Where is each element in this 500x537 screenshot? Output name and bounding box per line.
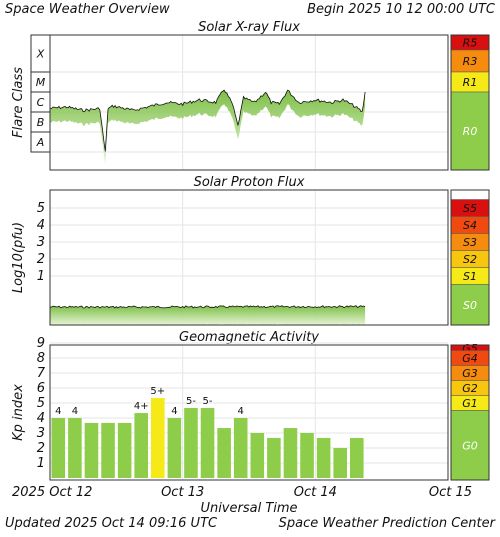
kp-bar xyxy=(68,418,82,478)
proton-scale-label: S3 xyxy=(463,236,477,249)
xray-ytick-label: X xyxy=(36,48,45,61)
kp-bar xyxy=(101,422,115,478)
time-axis-tick-label: 2025 Oct 12 xyxy=(12,485,92,500)
proton-plot-area xyxy=(50,190,448,325)
app-title: Space Weather Overview xyxy=(5,2,170,17)
kp-scale-label: G0 xyxy=(462,439,478,452)
proton-ytick-label: 2 xyxy=(37,252,45,267)
xray-plot-border xyxy=(49,34,449,171)
kp-ytick-label: 3 xyxy=(37,426,45,441)
kp-ytick-label: 7 xyxy=(37,366,46,381)
proton-ytick-label: 3 xyxy=(37,235,45,250)
kp-bar xyxy=(283,428,298,478)
kp-bar-label: 4+ xyxy=(134,401,149,412)
kp-bar xyxy=(267,437,281,478)
proton-scale-label: S0 xyxy=(463,299,477,312)
proton-scale-border xyxy=(450,189,490,326)
kp-scale-label: G2 xyxy=(462,382,478,395)
kp-bar xyxy=(350,437,364,478)
kp-bar xyxy=(200,407,215,478)
xray-scale-label: R1 xyxy=(463,76,478,89)
kp-bar xyxy=(250,433,265,478)
proton-scale-seg-s0 xyxy=(450,284,490,326)
time-axis-tick-label: Oct 15 xyxy=(429,485,472,500)
proton-series-fill xyxy=(50,305,366,326)
proton-scale-label: S4 xyxy=(463,219,477,232)
begin-timestamp: Begin 2025 10 12 00:00 UTC xyxy=(307,2,496,17)
footer-center: Space Weather Prediction Center xyxy=(279,516,497,531)
proton-scale-label: S5 xyxy=(463,202,477,215)
kp-plot-border xyxy=(49,344,449,481)
proton-scale-label: S1 xyxy=(463,270,477,283)
kp-bar xyxy=(84,422,99,478)
kp-plot-area xyxy=(50,345,448,480)
kp-scale-label: G4 xyxy=(462,352,478,365)
xray-ytick-label: A xyxy=(36,136,45,149)
kp-bar xyxy=(300,433,314,478)
time-axis-tick-label: Oct 13 xyxy=(161,485,204,500)
kp-bar-label: 4 xyxy=(72,406,78,417)
proton-series-line xyxy=(49,305,366,309)
time-axis-label: Universal Time xyxy=(200,501,297,516)
proton-ylabel: Log10(pfu) xyxy=(11,222,26,293)
xray-title: Solar X-ray Flux xyxy=(198,20,300,35)
kp-title: Geomagnetic Activity xyxy=(179,330,319,345)
kp-scale-border xyxy=(450,344,490,481)
xray-series-line xyxy=(49,89,366,152)
xray-ylabel: Flare Class xyxy=(11,67,26,138)
proton-ytick-label: 5 xyxy=(37,201,45,216)
kp-ytick-label: 9 xyxy=(37,336,45,351)
kp-bar-label: 5+ xyxy=(150,386,165,397)
footer-updated: Updated 2025 Oct 14 09:16 UTC xyxy=(5,516,218,531)
kp-bar xyxy=(316,437,331,478)
proton-plot-border xyxy=(49,189,449,326)
xray-scale-label: R3 xyxy=(463,55,478,68)
kp-ytick-label: 4 xyxy=(37,411,45,426)
kp-bar-label: 4 xyxy=(238,406,244,417)
kp-bar-label: 4 xyxy=(55,406,61,417)
kp-bar-label: 5- xyxy=(203,396,213,407)
kp-bar xyxy=(134,413,148,478)
kp-scale-label: G1 xyxy=(462,397,478,410)
kp-ytick-label: 1 xyxy=(37,456,45,471)
kp-scale-label: G3 xyxy=(462,367,478,380)
proton-scale-label: S2 xyxy=(463,253,477,266)
kp-bar xyxy=(233,418,248,478)
kp-bar xyxy=(217,428,231,478)
xray-ytick-label: M xyxy=(36,76,46,89)
xray-ytick-label: C xyxy=(37,96,45,109)
kp-bar-label: 4 xyxy=(171,406,177,417)
xray-scale-label: R5 xyxy=(463,37,478,50)
kp-ylabel: Kp index xyxy=(11,384,26,441)
kp-ytick-label: 6 xyxy=(37,381,45,396)
xray-ytick-label: B xyxy=(37,116,45,129)
xray-scale-label: R0 xyxy=(463,125,478,138)
time-axis-tick-label: Oct 14 xyxy=(294,485,337,500)
kp-ytick-label: 5 xyxy=(37,396,45,411)
kp-bar-label: 5- xyxy=(186,396,196,407)
kp-bar xyxy=(333,448,347,478)
kp-scale-seg-g0 xyxy=(450,410,490,481)
kp-bar xyxy=(117,422,132,478)
proton-ytick-label: 4 xyxy=(37,218,45,233)
kp-ytick-label: 2 xyxy=(37,441,45,456)
kp-bar xyxy=(151,398,165,478)
kp-bar xyxy=(51,418,66,478)
kp-bar xyxy=(167,418,182,478)
xray-scale-border xyxy=(450,34,490,171)
kp-bar xyxy=(184,407,198,478)
kp-ytick-label: 8 xyxy=(37,351,45,366)
proton-title: Solar Proton Flux xyxy=(194,175,305,190)
proton-ytick-label: 1 xyxy=(37,269,45,284)
